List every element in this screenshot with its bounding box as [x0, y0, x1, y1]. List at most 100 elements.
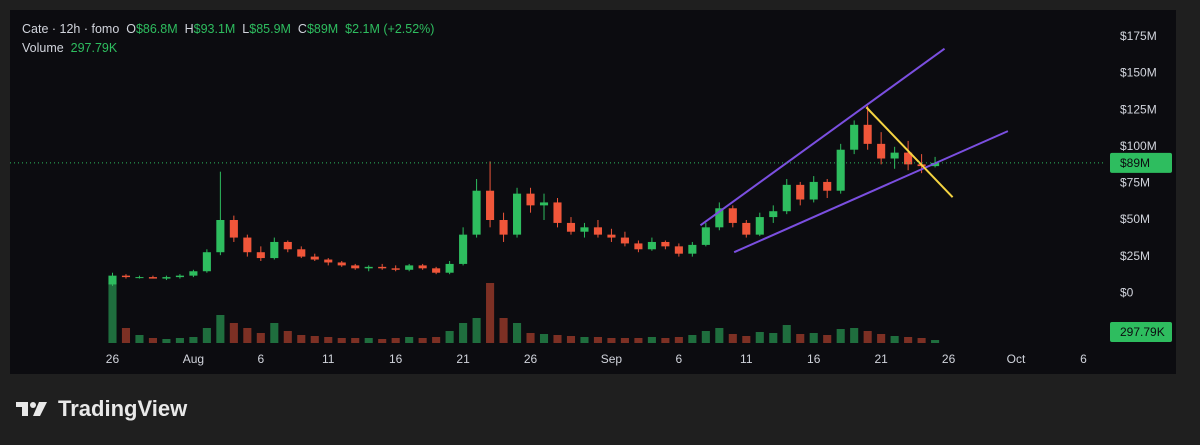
candle-body — [566, 222, 576, 232]
candle-body — [337, 262, 346, 266]
volume-bar — [931, 340, 940, 343]
volume-bar — [432, 337, 441, 343]
candle-body — [229, 220, 238, 238]
legend: Cate · 12h · fomo O$86.8M H$93.1M L$85.9… — [22, 20, 434, 58]
x-tick-label: 11 — [740, 352, 753, 366]
candle-body — [796, 184, 805, 200]
candle-body — [162, 277, 171, 279]
candle-body — [364, 266, 373, 269]
volume-bar — [405, 337, 414, 343]
candle-body — [418, 265, 427, 269]
x-tick-label: 21 — [874, 352, 888, 366]
open: $86.8M — [135, 22, 178, 36]
volume-bar — [445, 331, 454, 343]
candle-body — [661, 241, 670, 247]
candle-body — [405, 265, 414, 270]
candle-body — [782, 184, 791, 212]
candle-body — [715, 208, 724, 228]
volume-bar — [742, 336, 751, 343]
trend-line — [733, 130, 1009, 254]
volume-bar — [769, 333, 778, 343]
candle-body — [593, 227, 603, 235]
close-label: C — [297, 22, 307, 36]
y-tick-label: $25M — [1120, 249, 1150, 263]
volume-bar — [135, 335, 144, 343]
candle-body — [283, 241, 292, 250]
candle-body — [175, 275, 184, 278]
volume-bar — [391, 338, 400, 343]
volume-bar — [904, 337, 913, 343]
volume-bar — [607, 338, 616, 343]
candle-body — [121, 275, 131, 278]
brand[interactable]: TradingView — [14, 396, 187, 422]
candle-body — [863, 124, 872, 144]
high-label: H — [184, 22, 194, 36]
volume-bar — [351, 338, 360, 343]
volume-bar — [863, 331, 872, 343]
candle-body — [202, 252, 211, 272]
volume-bar — [836, 329, 845, 343]
candle-body — [823, 181, 832, 191]
x-tick-label: 16 — [807, 352, 821, 366]
x-tick-label: 26 — [106, 352, 120, 366]
volume-bar — [270, 323, 279, 343]
volume-bar — [917, 338, 926, 343]
x-tick-label: 6 — [1080, 352, 1087, 366]
candle-body — [472, 190, 481, 235]
volume-bar — [310, 336, 319, 343]
candle-body — [553, 202, 562, 223]
volume-bar — [526, 333, 535, 343]
x-tick-label: 26 — [942, 352, 956, 366]
candle-body — [216, 220, 225, 253]
volume-label: Volume — [22, 41, 64, 55]
brand-name: TradingView — [58, 396, 188, 421]
volume-bar — [108, 283, 117, 343]
volume-bar — [782, 325, 791, 343]
candle-body — [904, 152, 913, 165]
symbol: Cate · 12h · fomo — [22, 22, 120, 36]
brand-logo — [16, 402, 47, 416]
candle-body — [148, 277, 157, 279]
volume-bar — [539, 334, 549, 343]
candle-body — [378, 266, 387, 269]
volume-bar — [796, 334, 805, 343]
volume-bar — [162, 339, 171, 343]
volume-bar — [877, 334, 886, 343]
volume-bar — [189, 337, 198, 343]
candle-body — [620, 237, 629, 244]
candle-body — [877, 143, 886, 159]
candle-body — [189, 271, 198, 276]
volume-bar — [512, 323, 522, 343]
trend-line — [865, 106, 954, 198]
y-tick-label: $75M — [1120, 176, 1150, 190]
x-tick-label: 26 — [524, 352, 538, 366]
volume-bar — [297, 335, 306, 343]
volume-bar — [566, 336, 576, 343]
volume-bar — [728, 334, 737, 343]
y-tick-label: $175M — [1120, 29, 1157, 43]
candle-body — [728, 208, 737, 223]
candle-body — [931, 162, 940, 167]
volume-bar — [486, 283, 495, 343]
volume-bar — [890, 336, 899, 343]
low-label: L — [242, 22, 250, 36]
volume-bar — [755, 332, 764, 343]
y-tick-label: $50M — [1120, 212, 1150, 226]
x-tick-label: 11 — [322, 352, 335, 366]
chart-panel — [10, 10, 1176, 374]
candle-body — [432, 268, 441, 273]
candle-body — [850, 124, 859, 150]
x-tick-label: Aug — [183, 352, 204, 366]
last-volume-tag — [1110, 322, 1172, 342]
volume-bar — [715, 328, 724, 343]
candle-body — [108, 275, 117, 285]
y-tick-label: $150M — [1120, 66, 1157, 80]
y-tick-label: $125M — [1120, 102, 1157, 116]
y-tick-label: $100M — [1120, 139, 1157, 153]
volume-bar — [324, 337, 333, 343]
x-tick-label: Oct — [1007, 352, 1026, 366]
volume-bar — [229, 323, 238, 343]
candle-body — [445, 263, 454, 273]
